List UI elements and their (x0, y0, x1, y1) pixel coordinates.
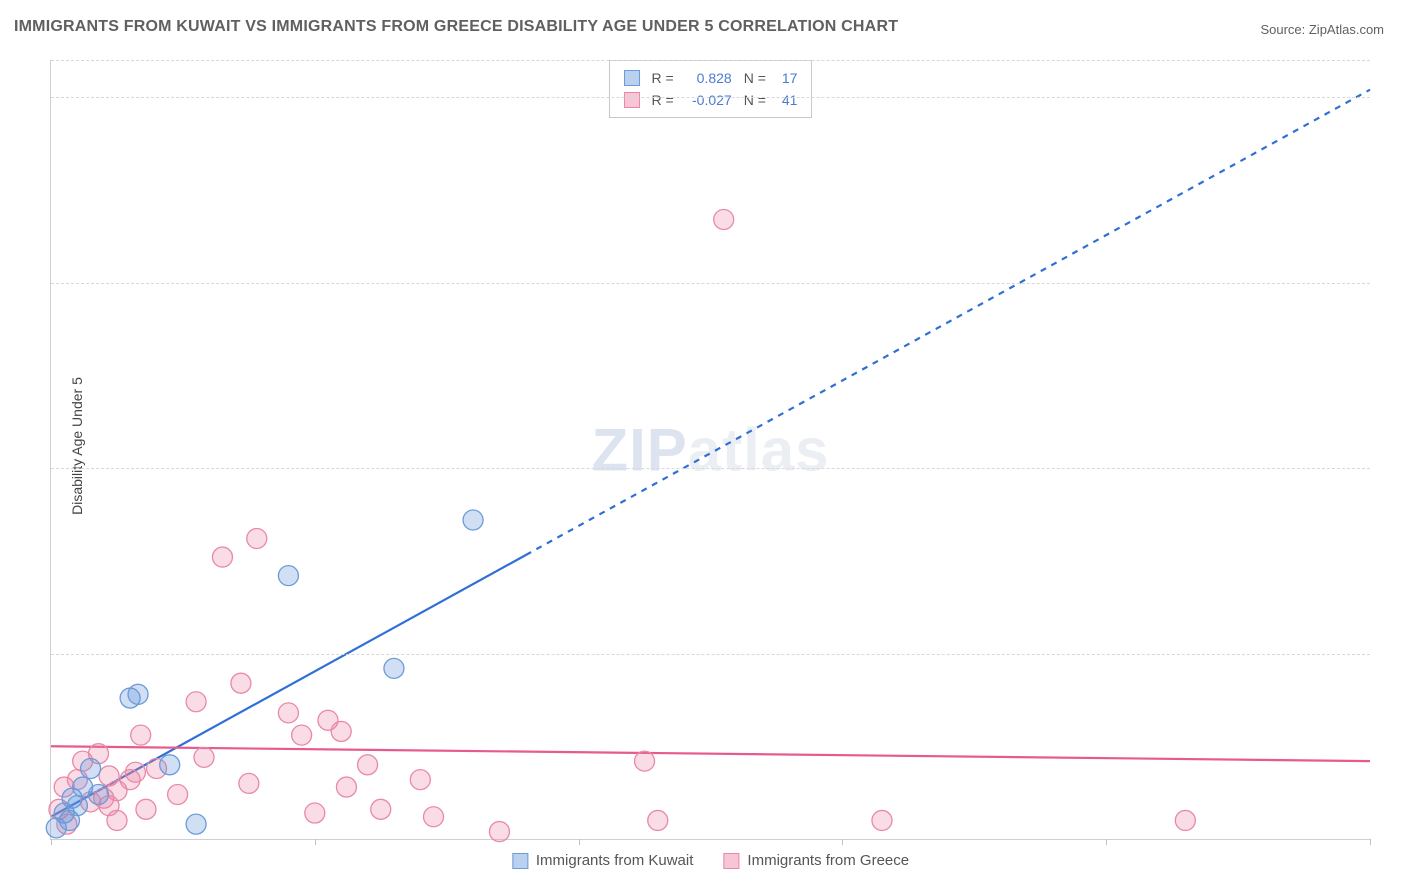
swatch-kuwait (624, 70, 640, 86)
chart-title: IMMIGRANTS FROM KUWAIT VS IMMIGRANTS FRO… (14, 18, 898, 36)
r-value-greece: -0.027 (682, 89, 732, 111)
gridline (51, 468, 1370, 469)
chart-container: IMMIGRANTS FROM KUWAIT VS IMMIGRANTS FRO… (0, 0, 1406, 892)
legend-label-greece: Immigrants from Greece (747, 852, 909, 869)
legend: Immigrants from Kuwait Immigrants from G… (512, 852, 909, 869)
x-tick (51, 839, 52, 845)
r-value-kuwait: 0.828 (682, 67, 732, 89)
gridline (51, 60, 1370, 61)
plot-area: ZIPatlas R = 0.828 N = 17 R = -0.027 N =… (50, 60, 1370, 840)
n-value-kuwait: 17 (782, 67, 798, 89)
swatch-greece (624, 92, 640, 108)
n-value-greece: 41 (782, 89, 798, 111)
x-tick (842, 839, 843, 845)
swatch-kuwait (512, 853, 528, 869)
chart-svg (51, 60, 1370, 839)
x-tick (579, 839, 580, 845)
r-label: R = (652, 89, 674, 111)
stats-row-kuwait: R = 0.828 N = 17 (624, 67, 798, 89)
x-tick (1106, 839, 1107, 845)
gridline (51, 97, 1370, 98)
x-tick (1370, 839, 1371, 845)
stats-row-greece: R = -0.027 N = 41 (624, 89, 798, 111)
x-tick (315, 839, 316, 845)
legend-item-kuwait: Immigrants from Kuwait (512, 852, 694, 869)
n-label: N = (744, 67, 766, 89)
legend-item-greece: Immigrants from Greece (723, 852, 909, 869)
gridline (51, 283, 1370, 284)
swatch-greece (723, 853, 739, 869)
gridline (51, 654, 1370, 655)
legend-label-kuwait: Immigrants from Kuwait (536, 852, 694, 869)
r-label: R = (652, 67, 674, 89)
stats-box: R = 0.828 N = 17 R = -0.027 N = 41 (609, 60, 813, 118)
n-label: N = (744, 89, 766, 111)
source-label: Source: ZipAtlas.com (1260, 22, 1384, 37)
